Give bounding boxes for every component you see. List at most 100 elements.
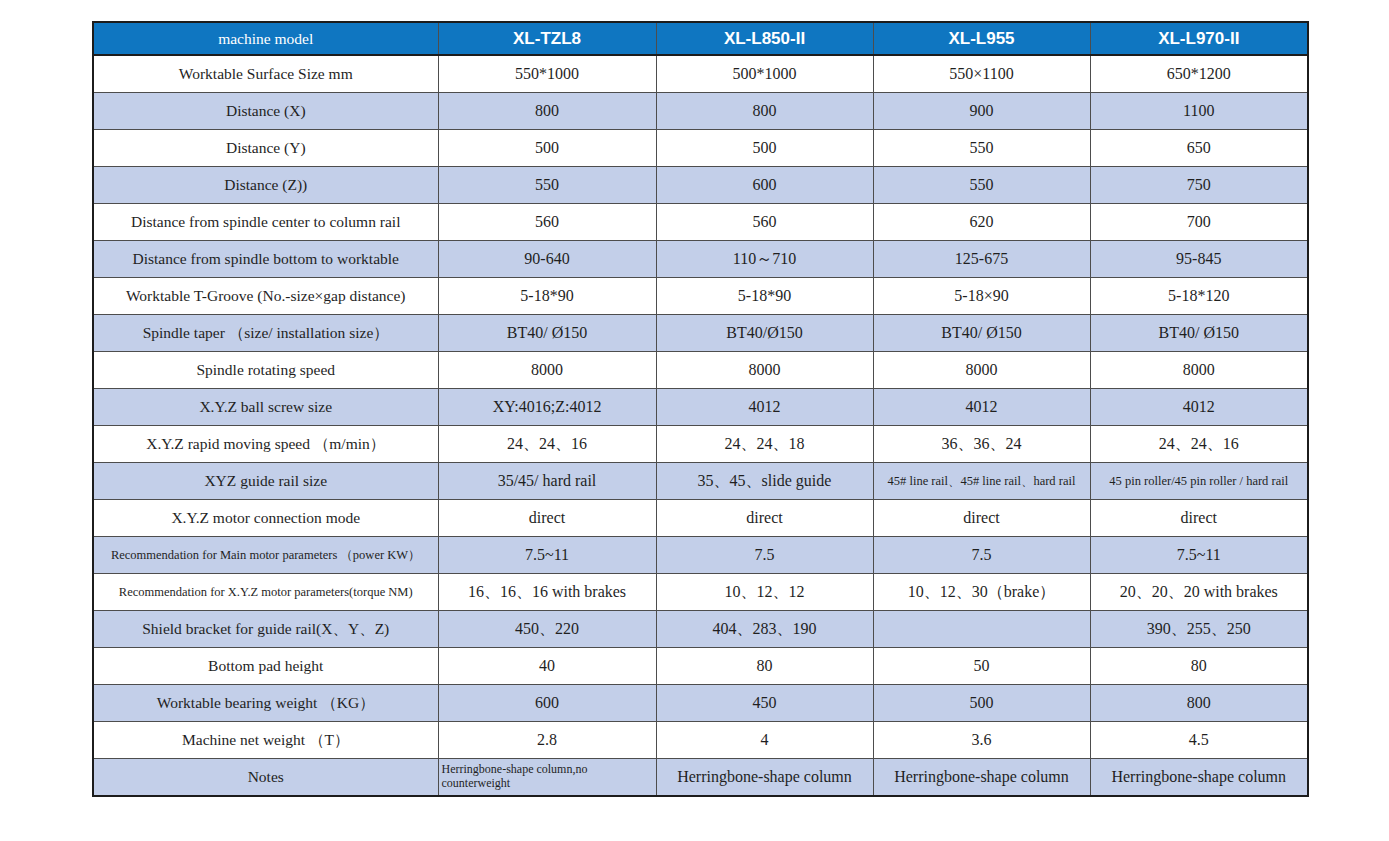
spec-cell: Herringbone-shape column xyxy=(1090,759,1308,797)
spec-cell xyxy=(873,611,1090,648)
spec-cell: 45 pin roller/45 pin roller / hard rail xyxy=(1090,463,1308,500)
spec-cell: 20、20、20 with brakes xyxy=(1090,574,1308,611)
spec-cell: 650*1200 xyxy=(1090,55,1308,93)
table-row: Distance (Y)500500550650 xyxy=(93,130,1308,167)
row-label: XYZ guide rail size xyxy=(93,463,438,500)
spec-cell: 390、255、250 xyxy=(1090,611,1308,648)
spec-cell: Herringbone-shape column xyxy=(656,759,873,797)
spec-cell: 36、36、24 xyxy=(873,426,1090,463)
spec-cell: 110～710 xyxy=(656,241,873,278)
table-row: Recommendation for X.Y.Z motor parameter… xyxy=(93,574,1308,611)
spec-cell: 1100 xyxy=(1090,93,1308,130)
row-label: Machine net weight （T） xyxy=(93,722,438,759)
spec-cell: 2.8 xyxy=(438,722,656,759)
table-row: Worktable T-Groove (No.-size×gap distanc… xyxy=(93,278,1308,315)
spec-cell: 24、24、16 xyxy=(438,426,656,463)
spec-cell: BT40/ Ø150 xyxy=(1090,315,1308,352)
table-row: NotesHerringbone-shape column,no counter… xyxy=(93,759,1308,797)
table-row: Distance from spindle center to column r… xyxy=(93,204,1308,241)
spec-cell: 800 xyxy=(438,93,656,130)
spec-cell: 24、24、18 xyxy=(656,426,873,463)
spec-cell: 7.5~11 xyxy=(438,537,656,574)
spec-cell: BT40/ Ø150 xyxy=(873,315,1090,352)
row-label: Distance from spindle center to column r… xyxy=(93,204,438,241)
table-row: X.Y.Z ball screw sizeXY:4016;Z:401240124… xyxy=(93,389,1308,426)
table-row: Spindle taper （size/ installation size）B… xyxy=(93,315,1308,352)
spec-cell: 35/45/ hard rail xyxy=(438,463,656,500)
spec-cell: 560 xyxy=(438,204,656,241)
spec-cell: 600 xyxy=(656,167,873,204)
spec-cell: 700 xyxy=(1090,204,1308,241)
header-row: machine modelXL-TZL8XL-L850-IIXL-L955XL-… xyxy=(93,22,1308,55)
spec-cell: 8000 xyxy=(873,352,1090,389)
spec-cell: 95-845 xyxy=(1090,241,1308,278)
spec-cell: 404、283、190 xyxy=(656,611,873,648)
spec-cell: 650 xyxy=(1090,130,1308,167)
spec-cell: 7.5 xyxy=(656,537,873,574)
row-label: Spindle rotating speed xyxy=(93,352,438,389)
spec-cell: 5-18*120 xyxy=(1090,278,1308,315)
spec-cell: 35、45、slide guide xyxy=(656,463,873,500)
spec-cell: 450、220 xyxy=(438,611,656,648)
spec-cell: 10、12、12 xyxy=(656,574,873,611)
table-row: X.Y.Z rapid moving speed （m/min）24、24、16… xyxy=(93,426,1308,463)
spec-cell: direct xyxy=(656,500,873,537)
spec-cell: 24、24、16 xyxy=(1090,426,1308,463)
spec-cell: 50 xyxy=(873,648,1090,685)
spec-cell: 800 xyxy=(1090,685,1308,722)
spec-sheet: machine modelXL-TZL8XL-L850-IIXL-L955XL-… xyxy=(0,0,1389,841)
row-label: Worktable T-Groove (No.-size×gap distanc… xyxy=(93,278,438,315)
row-label: Distance (X) xyxy=(93,93,438,130)
table-row: Recommendation for Main motor parameters… xyxy=(93,537,1308,574)
spec-cell: 900 xyxy=(873,93,1090,130)
spec-cell: 550 xyxy=(873,130,1090,167)
spec-cell: 5-18×90 xyxy=(873,278,1090,315)
spec-cell: 40 xyxy=(438,648,656,685)
spec-cell: 7.5~11 xyxy=(1090,537,1308,574)
table-row: Distance from spindle bottom to worktabl… xyxy=(93,241,1308,278)
spec-cell: 16、16、16 with brakes xyxy=(438,574,656,611)
row-label: Distance (Y) xyxy=(93,130,438,167)
spec-cell: 45# line rail、45# line rail、hard rail xyxy=(873,463,1090,500)
row-label: Bottom pad height xyxy=(93,648,438,685)
spec-cell: 800 xyxy=(656,93,873,130)
table-row: Shield bracket for guide rail(X、Y、Z)450、… xyxy=(93,611,1308,648)
spec-cell: 500*1000 xyxy=(656,55,873,93)
table-row: X.Y.Z motor connection modedirectdirectd… xyxy=(93,500,1308,537)
row-label: Distance (Z)) xyxy=(93,167,438,204)
spec-cell: 125-675 xyxy=(873,241,1090,278)
spec-cell: 4012 xyxy=(1090,389,1308,426)
spec-cell: 80 xyxy=(1090,648,1308,685)
spec-cell: XY:4016;Z:4012 xyxy=(438,389,656,426)
spec-cell: 8000 xyxy=(1090,352,1308,389)
spec-cell: 80 xyxy=(656,648,873,685)
spec-cell: 4 xyxy=(656,722,873,759)
spec-cell: 450 xyxy=(656,685,873,722)
spec-cell: 8000 xyxy=(438,352,656,389)
row-label: Worktable Surface Size mm xyxy=(93,55,438,93)
spec-cell: Herringbone-shape column,no counterweigh… xyxy=(438,759,656,797)
table-row: XYZ guide rail size35/45/ hard rail35、45… xyxy=(93,463,1308,500)
spec-cell: 5-18*90 xyxy=(438,278,656,315)
row-label: X.Y.Z ball screw size xyxy=(93,389,438,426)
spec-cell: 4012 xyxy=(873,389,1090,426)
machine-spec-table: machine modelXL-TZL8XL-L850-IIXL-L955XL-… xyxy=(92,21,1309,797)
spec-cell: direct xyxy=(873,500,1090,537)
spec-cell: 620 xyxy=(873,204,1090,241)
spec-cell: 3.6 xyxy=(873,722,1090,759)
table-row: Worktable Surface Size mm550*1000500*100… xyxy=(93,55,1308,93)
row-label: Notes xyxy=(93,759,438,797)
row-label: X.Y.Z rapid moving speed （m/min） xyxy=(93,426,438,463)
column-header-xl-l970-ii: XL-L970-II xyxy=(1090,22,1308,55)
spec-cell: BT40/ Ø150 xyxy=(438,315,656,352)
spec-cell: 10、12、30（brake） xyxy=(873,574,1090,611)
spec-cell: 5-18*90 xyxy=(656,278,873,315)
table-row: Worktable bearing weight （KG）60045050080… xyxy=(93,685,1308,722)
table-header: machine modelXL-TZL8XL-L850-IIXL-L955XL-… xyxy=(93,22,1308,55)
row-label: Shield bracket for guide rail(X、Y、Z) xyxy=(93,611,438,648)
spec-cell: 4012 xyxy=(656,389,873,426)
column-header-xl-l955: XL-L955 xyxy=(873,22,1090,55)
spec-cell: 500 xyxy=(438,130,656,167)
table-row: Spindle rotating speed8000800080008000 xyxy=(93,352,1308,389)
row-label: Worktable bearing weight （KG） xyxy=(93,685,438,722)
